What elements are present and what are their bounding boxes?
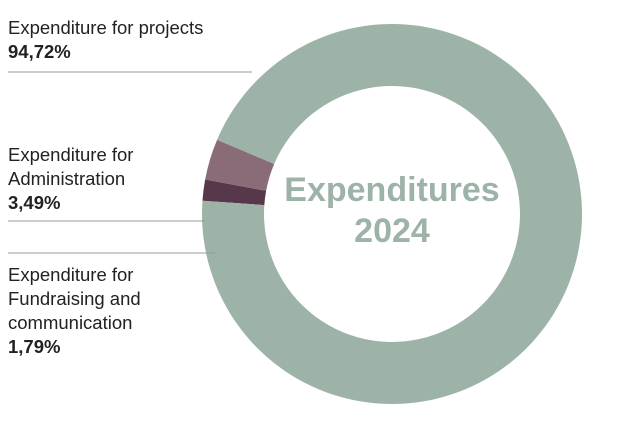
category-label: Expenditure for projects <box>8 17 204 38</box>
category-label: Expenditure for Fundraising and communic… <box>8 264 141 333</box>
chart-title: Expenditures 2024 <box>284 171 500 250</box>
donut-segment <box>202 23 582 404</box>
label: Expenditure for Administration 3,49% <box>8 143 188 215</box>
value-label: 94,72% <box>8 41 71 62</box>
label: Expenditure for projects 94,72% <box>8 16 308 64</box>
donut-segment <box>205 139 275 191</box>
value-label: 1,79% <box>8 336 61 357</box>
category-label: Expenditure for Administration <box>8 144 134 189</box>
donut-segment <box>202 179 267 206</box>
label: Expenditure for Fundraising and communic… <box>8 263 188 359</box>
value-label: 3,49% <box>8 192 61 213</box>
